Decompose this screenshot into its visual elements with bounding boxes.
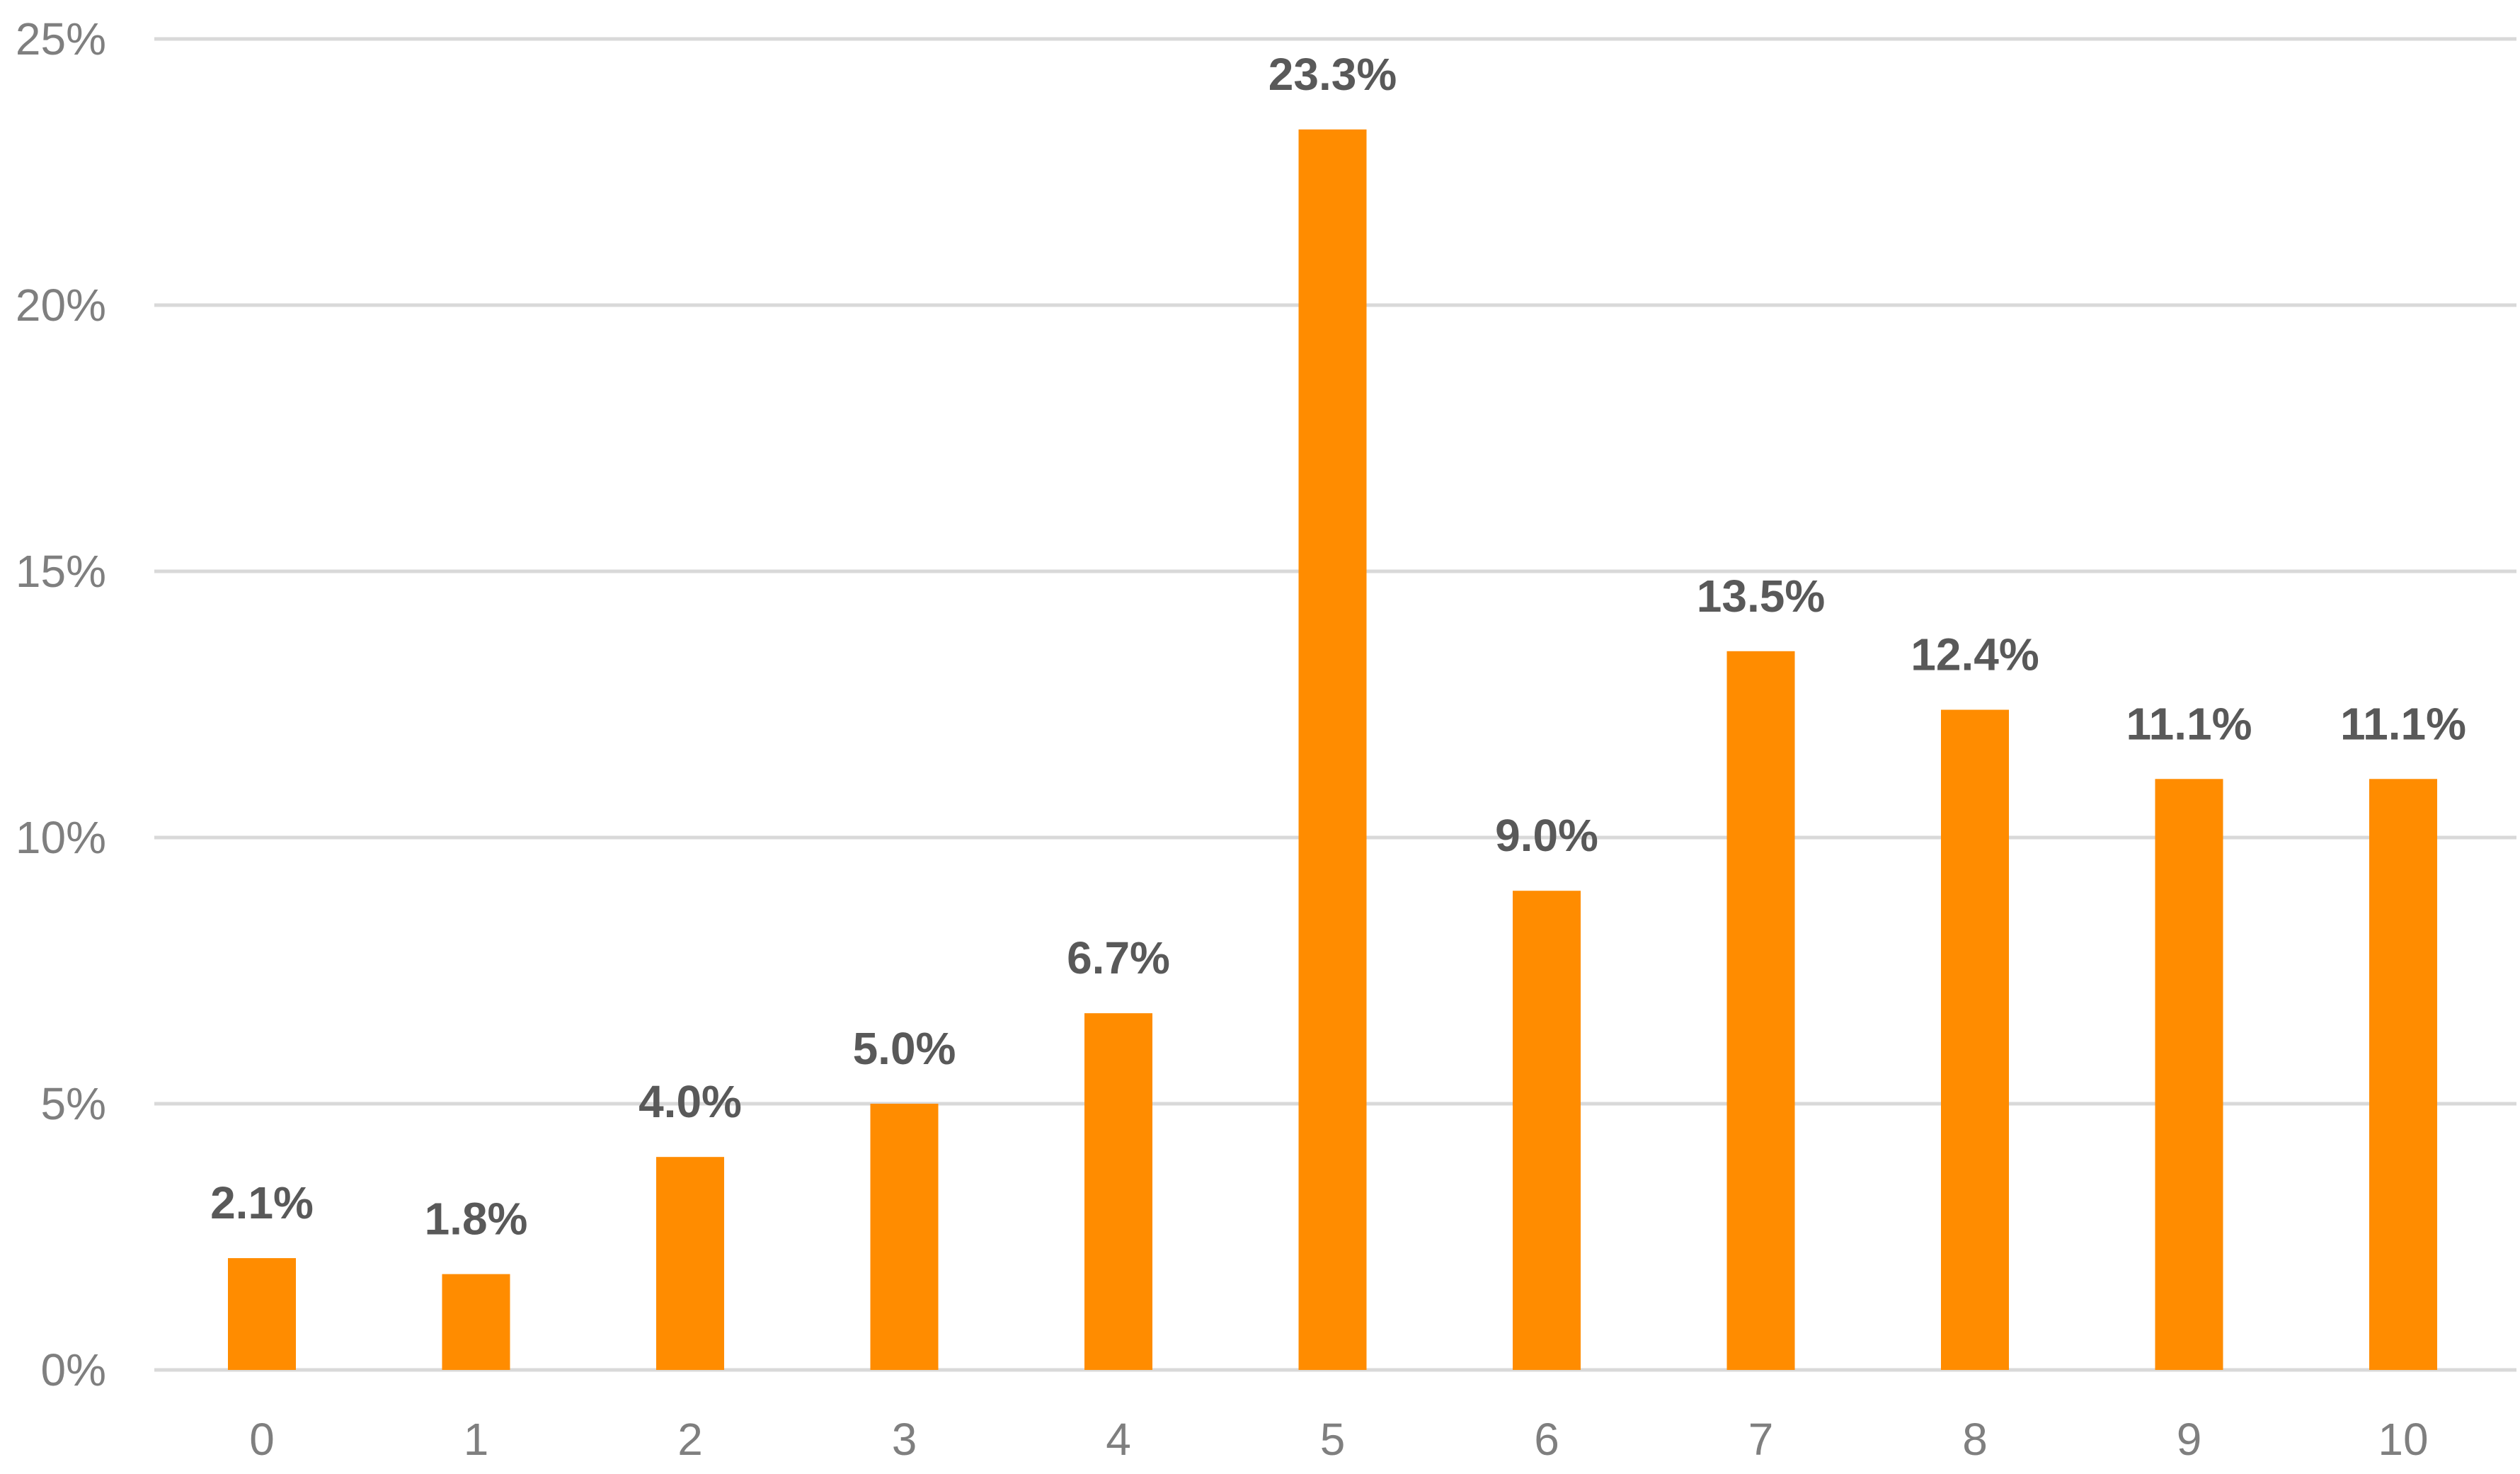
data-label: 11.1% xyxy=(2340,698,2466,749)
data-label: 2.1% xyxy=(210,1177,314,1228)
y-tick-label: 25% xyxy=(16,13,106,64)
bar xyxy=(1513,891,1581,1370)
x-axis-ticks: 0 1 2 3 4 5 6 7 8 9 10 xyxy=(249,1414,2428,1465)
x-tick-label: 0 xyxy=(249,1414,275,1465)
data-label: 13.5% xyxy=(1697,571,1825,622)
x-tick-label: 5 xyxy=(1320,1414,1346,1465)
bar xyxy=(228,1258,296,1370)
data-labels: 2.1% 1.8% 4.0% 5.0% 6.7% 23.3% 9.0% 13.5% 12.4% 1… xyxy=(210,49,2466,1245)
bar xyxy=(2155,779,2223,1370)
y-tick-label: 20% xyxy=(16,280,106,331)
x-tick-label: 2 xyxy=(677,1414,703,1465)
y-tick-label: 10% xyxy=(16,812,106,863)
bars xyxy=(228,129,2437,1371)
x-tick-label: 8 xyxy=(1962,1414,1988,1465)
bar xyxy=(2369,779,2437,1370)
bar xyxy=(870,1104,939,1370)
data-label: 6.7% xyxy=(1067,932,1170,983)
x-tick-label: 4 xyxy=(1106,1414,1131,1465)
data-label: 9.0% xyxy=(1495,810,1598,861)
x-tick-label: 7 xyxy=(1748,1414,1774,1465)
y-tick-label: 15% xyxy=(16,546,106,597)
bar xyxy=(1084,1013,1152,1370)
data-label: 5.0% xyxy=(853,1023,956,1074)
bar xyxy=(1298,129,1367,1371)
bar xyxy=(442,1274,510,1370)
y-tick-label: 0% xyxy=(41,1344,107,1395)
x-tick-label: 3 xyxy=(892,1414,917,1465)
x-tick-label: 6 xyxy=(1534,1414,1559,1465)
data-label: 1.8% xyxy=(425,1194,528,1245)
x-tick-label: 9 xyxy=(2177,1414,2202,1465)
bar xyxy=(656,1157,724,1370)
x-tick-label: 10 xyxy=(2378,1414,2428,1465)
data-label: 12.4% xyxy=(1911,629,2039,680)
bar xyxy=(1726,651,1795,1370)
data-label: 11.1% xyxy=(2126,698,2252,749)
y-axis-ticks: 0% 5% 10% 15% 20% 25% xyxy=(16,13,106,1395)
data-label: 4.0% xyxy=(638,1076,742,1127)
x-tick-label: 1 xyxy=(464,1414,489,1465)
bar xyxy=(1941,709,2009,1370)
data-label: 23.3% xyxy=(1268,49,1397,100)
y-tick-label: 5% xyxy=(41,1078,107,1129)
